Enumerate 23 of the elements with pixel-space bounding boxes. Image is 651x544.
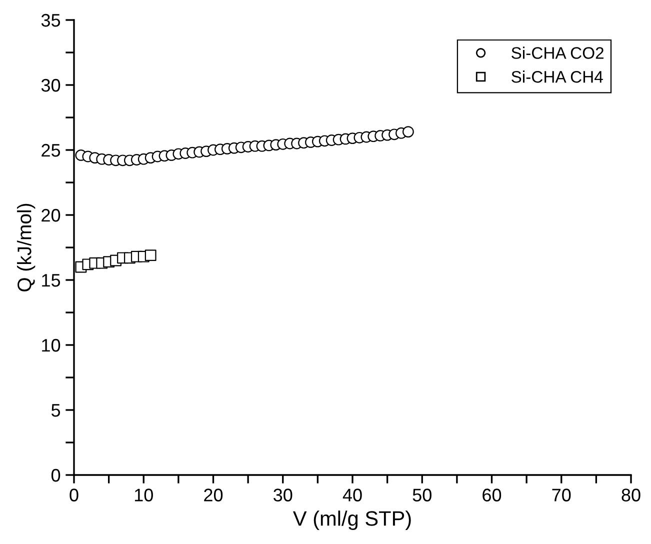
x-tick-label: 30 [274, 488, 292, 502]
x-tick-label: 0 [70, 488, 78, 502]
y-tick-label: 10 [42, 338, 60, 352]
y-tick-label: 25 [42, 144, 60, 157]
x-tick-label: 80 [622, 488, 640, 502]
y-tick-label: 0 [51, 468, 60, 482]
legend-label: Si-CHA CH4 [512, 70, 603, 83]
point [144, 250, 156, 262]
y-tick-label: 5 [51, 404, 60, 417]
point [402, 126, 414, 138]
y-tick-label: 15 [42, 274, 60, 287]
x-tick-label: 40 [342, 488, 362, 502]
y-axis-title: Q (kJ/mol) [17, 204, 36, 292]
y-tick-label: 20 [42, 208, 60, 222]
y-tick-label: 35 [41, 14, 60, 27]
y-tick-label: 30 [41, 78, 60, 92]
legend-label: Si-CHA CO2 [512, 46, 604, 59]
x-axis-title: V (ml/g STP) [292, 510, 411, 530]
x-tick-label: 20 [204, 488, 223, 502]
x-tick-label: 60 [482, 488, 502, 502]
x-tick-label: 10 [134, 488, 153, 502]
x-tick-label: 50 [412, 488, 432, 502]
x-tick-label: 70 [552, 488, 571, 502]
